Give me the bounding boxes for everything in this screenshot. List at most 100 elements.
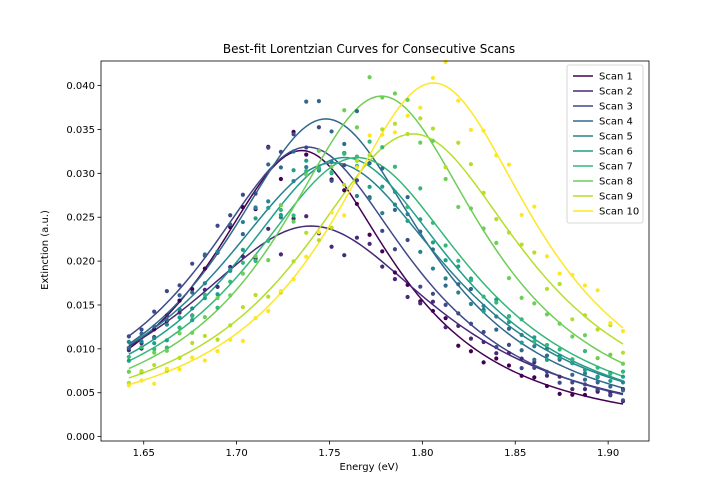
data-point-scan-5 bbox=[418, 249, 423, 254]
data-point-scan-3 bbox=[468, 321, 474, 326]
data-point-scan-4 bbox=[494, 327, 499, 332]
data-point-scan-1 bbox=[430, 308, 436, 314]
data-point-scan-5 bbox=[582, 371, 588, 376]
data-point-scan-3 bbox=[342, 163, 347, 168]
data-point-scan-3 bbox=[506, 342, 512, 347]
data-point-scan-8 bbox=[405, 97, 410, 103]
data-point-scan-9 bbox=[544, 286, 550, 292]
series-points bbox=[126, 59, 626, 404]
data-point-scan-2 bbox=[164, 313, 169, 318]
data-point-scan-2 bbox=[430, 299, 436, 304]
data-point-scan-1 bbox=[354, 201, 360, 207]
data-point-scan-9 bbox=[570, 317, 575, 322]
data-point-scan-10 bbox=[190, 355, 195, 360]
data-point-scan-3 bbox=[519, 366, 524, 371]
data-point-scan-5 bbox=[253, 205, 258, 210]
data-point-scan-6 bbox=[228, 267, 233, 272]
data-point-scan-4 bbox=[316, 99, 322, 104]
data-point-scan-3 bbox=[418, 284, 423, 289]
data-point-scan-10 bbox=[329, 210, 334, 215]
data-point-scan-3 bbox=[291, 132, 296, 137]
data-point-scan-8 bbox=[582, 333, 588, 338]
data-point-scan-7 bbox=[152, 347, 157, 352]
y-axis-title: Extinction (a.u.) bbox=[40, 210, 51, 290]
data-point-scan-10 bbox=[202, 358, 207, 363]
data-point-scan-7 bbox=[405, 204, 410, 210]
data-point-scan-1 bbox=[202, 266, 207, 271]
data-point-scan-9 bbox=[177, 355, 182, 361]
data-point-scan-9 bbox=[620, 350, 626, 355]
data-point-scan-5 bbox=[354, 193, 360, 199]
data-point-scan-4 bbox=[278, 165, 283, 170]
data-point-scan-3 bbox=[316, 125, 322, 130]
data-point-scan-1 bbox=[304, 152, 309, 157]
data-point-scan-1 bbox=[468, 349, 474, 354]
data-point-scan-4 bbox=[430, 247, 436, 252]
data-point-scan-9 bbox=[494, 217, 499, 222]
data-point-scan-3 bbox=[557, 380, 562, 385]
data-point-scan-8 bbox=[430, 138, 436, 143]
data-point-scan-6 bbox=[266, 205, 271, 210]
series-line-scan-1 bbox=[128, 149, 624, 405]
data-point-scan-3 bbox=[329, 178, 334, 183]
data-point-scan-2 bbox=[481, 339, 486, 345]
legend-box bbox=[566, 64, 644, 224]
data-point-scan-6 bbox=[291, 168, 296, 173]
data-point-scan-2 bbox=[506, 350, 512, 356]
data-point-scan-3 bbox=[228, 213, 233, 218]
data-point-scan-6 bbox=[456, 264, 461, 269]
legend-label-scan-6: Scan 6 bbox=[599, 147, 633, 158]
data-point-scan-10 bbox=[608, 321, 613, 326]
data-point-scan-7 bbox=[215, 305, 220, 310]
data-point-scan-10 bbox=[405, 113, 410, 118]
data-point-scan-9 bbox=[519, 242, 524, 247]
data-point-scan-7 bbox=[291, 213, 296, 218]
data-point-scan-3 bbox=[139, 327, 144, 332]
data-point-scan-7 bbox=[519, 317, 524, 322]
data-point-scan-4 bbox=[595, 380, 600, 385]
data-point-scan-2 bbox=[266, 226, 271, 231]
data-point-scan-3 bbox=[494, 345, 499, 350]
data-point-scan-5 bbox=[329, 159, 334, 164]
data-point-scan-7 bbox=[494, 300, 499, 305]
data-point-scan-10 bbox=[582, 283, 588, 288]
data-point-scan-6 bbox=[405, 218, 410, 223]
data-point-scan-3 bbox=[253, 191, 258, 196]
data-point-scan-9 bbox=[304, 230, 309, 235]
data-point-scan-9 bbox=[215, 337, 220, 342]
data-point-scan-5 bbox=[164, 322, 169, 327]
data-point-scan-10 bbox=[494, 153, 499, 158]
data-point-scan-6 bbox=[190, 318, 195, 323]
data-point-scan-3 bbox=[620, 398, 626, 403]
data-point-scan-2 bbox=[418, 301, 423, 306]
data-point-scan-3 bbox=[152, 309, 157, 314]
data-point-scan-7 bbox=[506, 314, 512, 319]
data-point-scan-8 bbox=[215, 296, 220, 301]
data-point-scan-10 bbox=[240, 338, 245, 344]
data-point-scan-7 bbox=[532, 339, 537, 344]
data-point-scan-2 bbox=[367, 241, 372, 246]
data-point-scan-4 bbox=[177, 293, 182, 298]
data-point-scan-6 bbox=[152, 341, 157, 346]
data-point-scan-10 bbox=[481, 128, 486, 133]
data-point-scan-6 bbox=[430, 240, 436, 245]
data-point-scan-7 bbox=[342, 151, 347, 156]
data-point-scan-3 bbox=[190, 261, 195, 266]
data-point-scan-10 bbox=[468, 127, 474, 132]
data-point-scan-9 bbox=[354, 158, 360, 164]
data-point-scan-9 bbox=[202, 333, 207, 339]
data-point-scan-8 bbox=[342, 108, 347, 113]
data-point-scan-2 bbox=[240, 254, 245, 259]
legend-label-scan-4: Scan 4 bbox=[599, 117, 633, 128]
data-point-scan-10 bbox=[380, 132, 385, 137]
data-point-scan-6 bbox=[367, 184, 372, 189]
data-point-scan-2 bbox=[177, 310, 182, 315]
data-point-scan-4 bbox=[468, 286, 474, 292]
data-point-scan-5 bbox=[456, 290, 461, 295]
data-point-scan-9 bbox=[152, 362, 157, 368]
x-tick-label: 1.70 bbox=[225, 448, 247, 459]
data-point-scan-5 bbox=[240, 219, 245, 225]
data-point-scan-7 bbox=[392, 164, 398, 169]
data-point-scan-4 bbox=[139, 331, 144, 336]
data-point-scan-6 bbox=[608, 378, 613, 384]
